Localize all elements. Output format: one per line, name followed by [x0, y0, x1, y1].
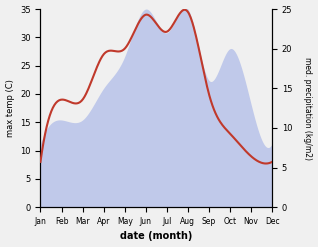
X-axis label: date (month): date (month)	[120, 231, 192, 242]
Y-axis label: max temp (C): max temp (C)	[5, 79, 15, 137]
Y-axis label: med. precipitation (kg/m2): med. precipitation (kg/m2)	[303, 57, 313, 160]
